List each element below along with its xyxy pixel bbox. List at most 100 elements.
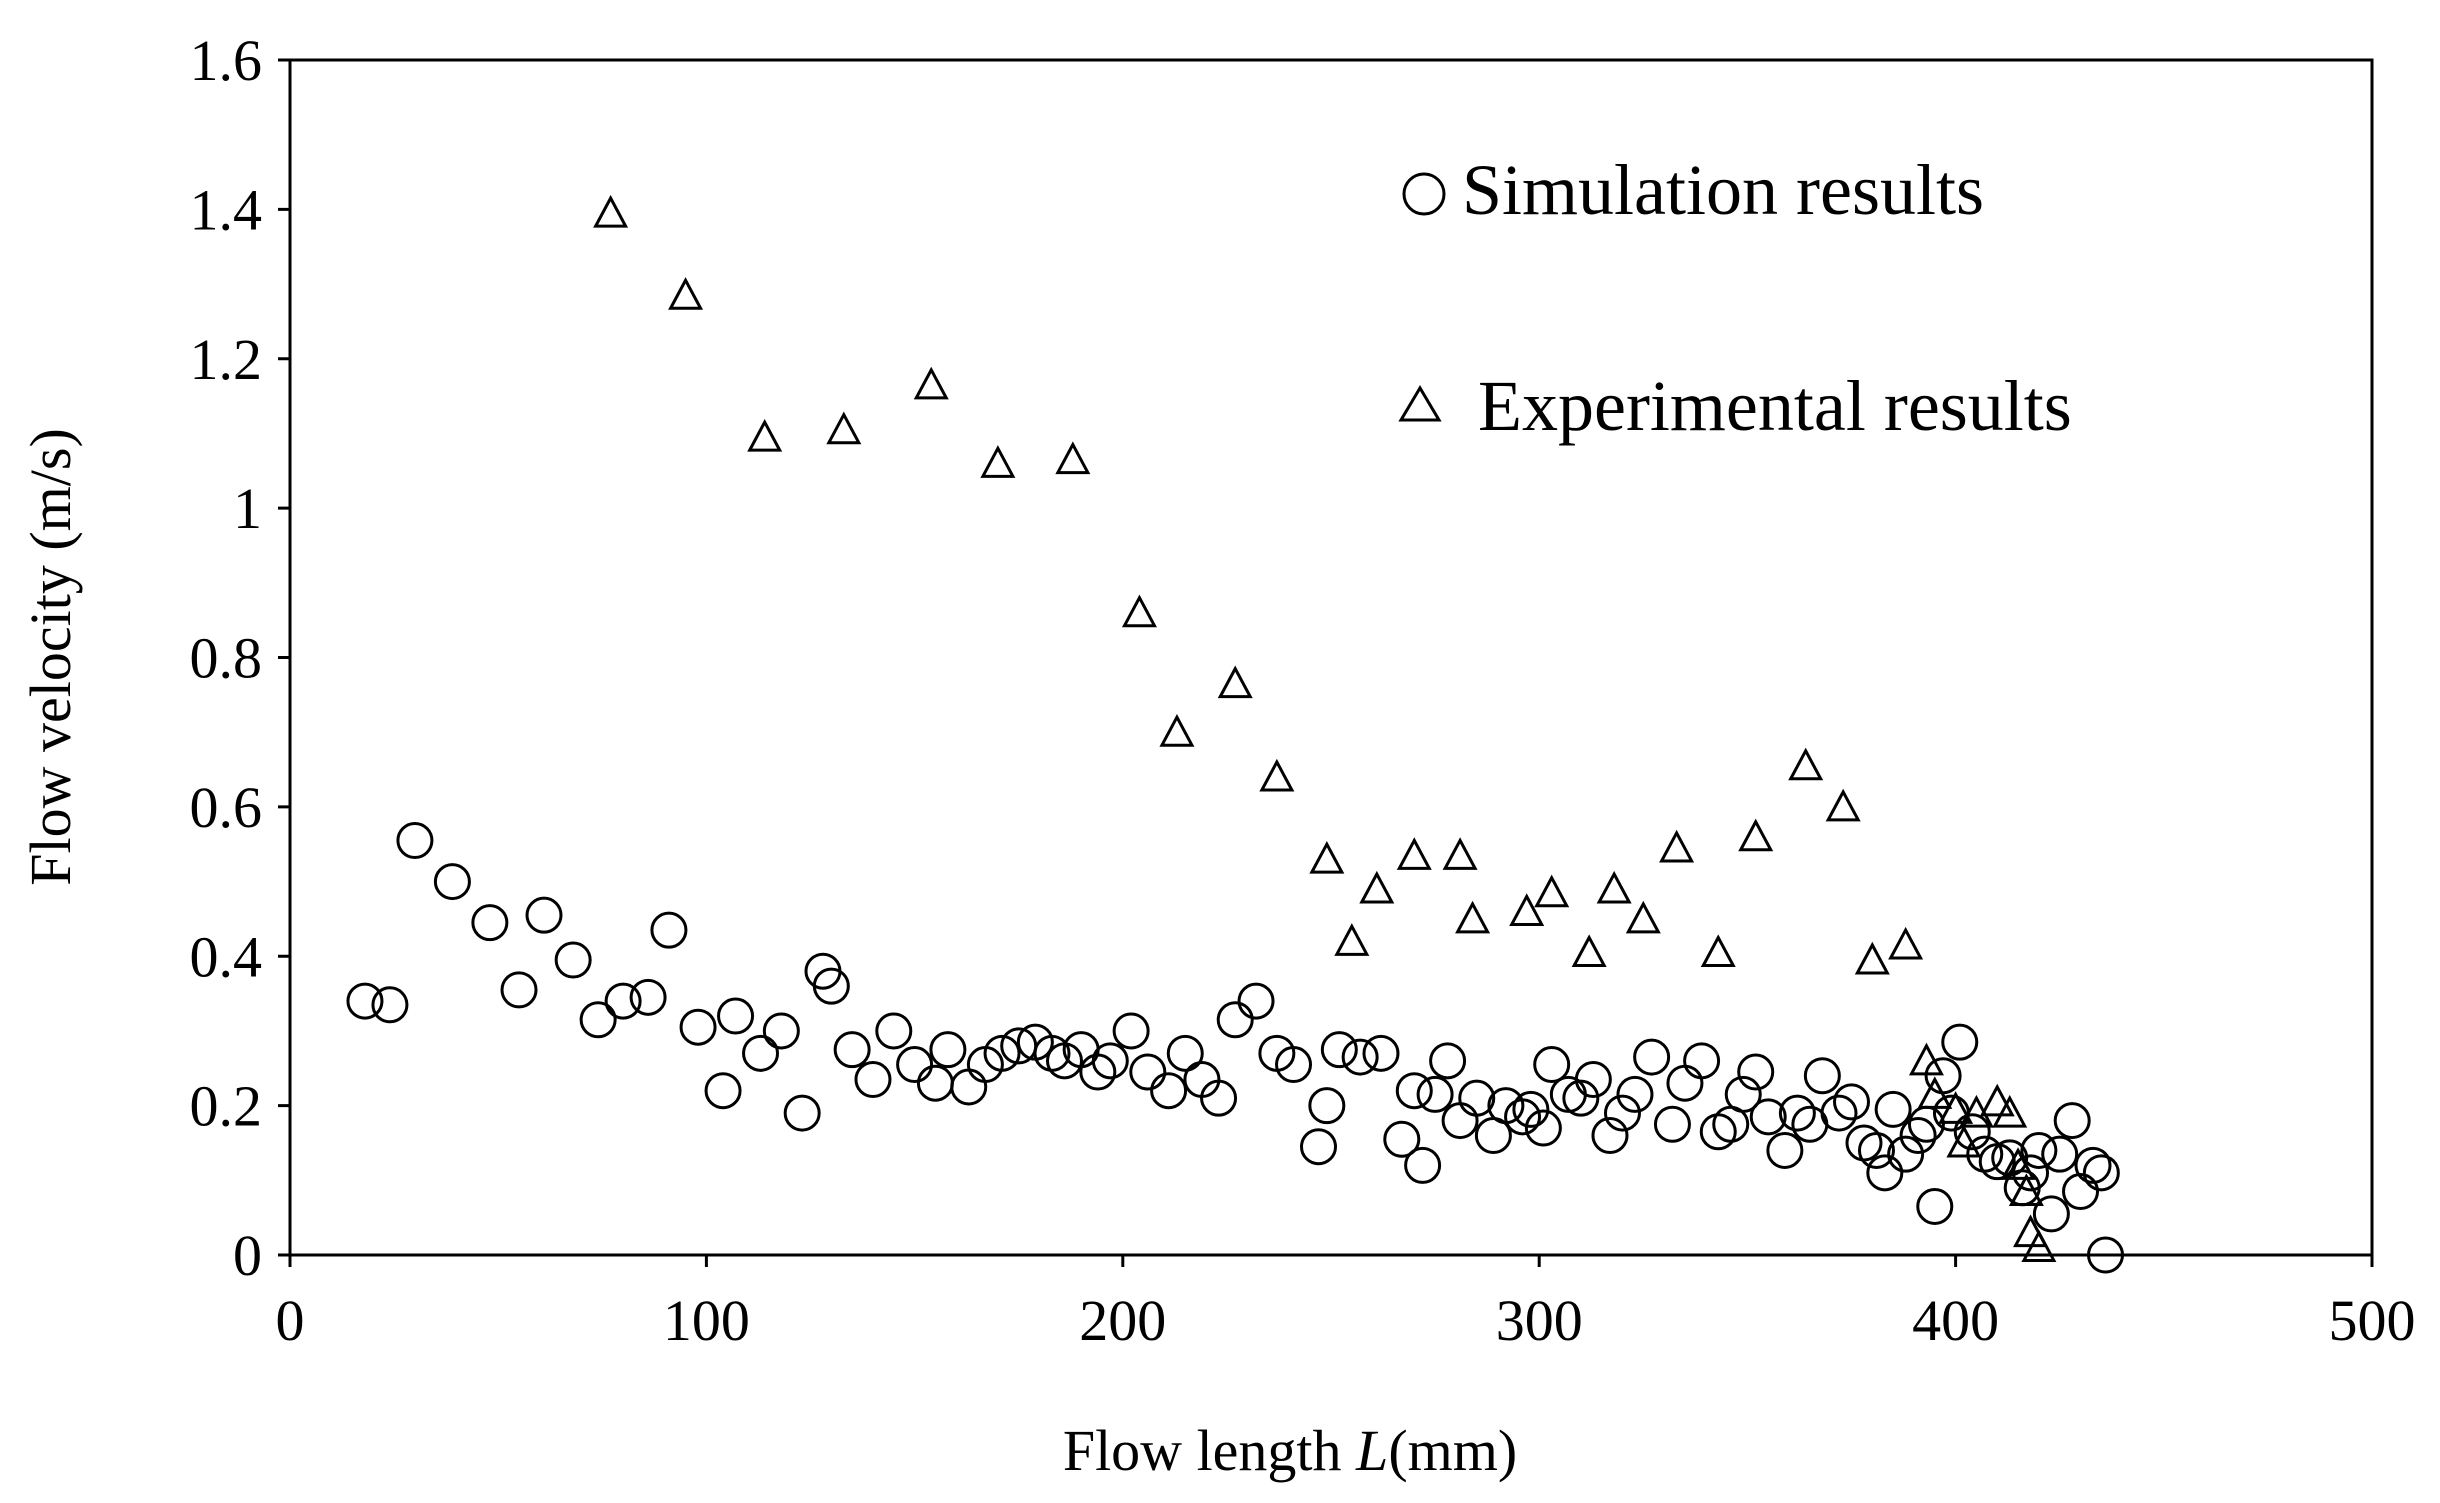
- y-axis-title: Flow velocity (m/s): [18, 428, 83, 886]
- experimental-point: [2013, 1214, 2049, 1248]
- simulation-point: [1833, 1083, 1870, 1121]
- simulation-point: [579, 1001, 617, 1039]
- simulation-point: [1874, 1090, 1912, 1128]
- x-tick-label: 500: [2329, 1288, 2416, 1353]
- simulation-point: [1458, 1079, 1496, 1117]
- experimental-point: [1159, 714, 1195, 747]
- simulation-point: [1574, 1060, 1612, 1098]
- experimental-point: [1825, 788, 1861, 822]
- simulation-point: [2020, 1131, 2058, 1169]
- experimental-point: [1509, 893, 1545, 926]
- simulation-point: [1899, 1117, 1937, 1154]
- simulation-point: [1845, 1124, 1883, 1162]
- experimental-point: [1625, 900, 1661, 934]
- simulation-point: [1512, 1090, 1550, 1128]
- experimental-point: [593, 194, 629, 228]
- simulation-point: [1633, 1038, 1671, 1076]
- simulation-point: [1737, 1053, 1775, 1091]
- y-tick-label: 0.8: [190, 626, 263, 691]
- simulation-point: [1916, 1187, 1954, 1225]
- simulation-point: [1803, 1057, 1841, 1095]
- experimental-point: [1888, 926, 1924, 960]
- simulation-point: [1362, 1034, 1400, 1072]
- simulation-point: [1953, 1113, 1991, 1151]
- experimental-point: [1309, 840, 1345, 874]
- experimental-point: [1659, 829, 1695, 863]
- simulation-point: [1091, 1042, 1129, 1080]
- simulation-point: [1591, 1117, 1629, 1154]
- simulation-point: [1699, 1113, 1737, 1151]
- simulation-point: [1383, 1120, 1421, 1158]
- experimental-point: [1908, 1042, 1944, 1076]
- experimental-point: [1788, 747, 1824, 781]
- x-tick-label: 0: [276, 1288, 305, 1353]
- simulation-point: [1308, 1087, 1346, 1125]
- simulation-point: [762, 1012, 800, 1050]
- simulation-point: [812, 967, 850, 1005]
- y-tick-label: 0.2: [190, 1074, 263, 1139]
- x-tick-label: 100: [663, 1288, 750, 1353]
- simulation-point: [629, 978, 667, 1016]
- simulation-point: [1079, 1053, 1117, 1091]
- experimental-point: [2000, 1147, 2036, 1180]
- simulation-point: [1887, 1135, 1925, 1173]
- y-tick-label: 1.2: [190, 327, 263, 392]
- experimental-point: [1455, 900, 1491, 934]
- simulation-point: [346, 982, 384, 1020]
- legend-triangle-marker: [1398, 385, 1442, 422]
- y-tick-label: 0: [233, 1223, 262, 1288]
- simulation-point: [679, 1008, 717, 1046]
- simulation-point: [1216, 1001, 1254, 1039]
- simulation-point: [929, 1031, 967, 1069]
- simulation-point: [983, 1034, 1021, 1072]
- y-tick-label: 0.4: [190, 924, 263, 989]
- simulation-point: [433, 863, 471, 901]
- simulation-point: [1562, 1079, 1600, 1117]
- experimental-point: [1917, 1076, 1953, 1109]
- simulation-point: [1275, 1046, 1313, 1084]
- y-tick-label: 0.6: [190, 775, 263, 840]
- simulation-point: [1778, 1094, 1816, 1132]
- simulation-point: [554, 941, 592, 979]
- simulation-point: [525, 896, 563, 934]
- legend-circle-marker: [1402, 172, 1446, 216]
- simulation-point: [1653, 1105, 1691, 1143]
- x-tick-label: 400: [1912, 1288, 1999, 1353]
- experimental-point: [1854, 941, 1890, 975]
- y-tick-label: 1.6: [190, 28, 263, 93]
- experimental-point: [1946, 1124, 1982, 1158]
- simulation-point: [1749, 1098, 1787, 1136]
- simulation-point: [1666, 1064, 1704, 1102]
- legend-label-simulation: Simulation results: [1462, 150, 1984, 230]
- experimental-point: [913, 366, 949, 400]
- x-tick-label: 200: [1079, 1288, 1166, 1353]
- simulation-point: [2041, 1135, 2079, 1173]
- experimental-point: [1442, 837, 1478, 870]
- simulation-point: [1941, 1023, 1979, 1061]
- simulation-point: [950, 1068, 988, 1106]
- simulation-point: [916, 1064, 954, 1102]
- simulation-point: [1603, 1094, 1641, 1132]
- experimental-point: [1259, 758, 1295, 792]
- simulation-point: [1766, 1131, 1804, 1169]
- simulation-point: [1820, 1094, 1858, 1132]
- y-tick-label: 1.4: [190, 177, 263, 242]
- simulation-point: [1237, 982, 1275, 1020]
- simulation-point: [717, 997, 755, 1035]
- simulation-point: [371, 986, 409, 1024]
- series-simulation-results: [346, 821, 2125, 1274]
- series-experimental-results: [593, 194, 2057, 1263]
- experimental-point: [1055, 441, 1091, 475]
- simulation-point: [471, 904, 509, 942]
- y-axis: 0 0.2 0.4 0.6 0.8 1 1.2 1.4 1.6: [190, 28, 290, 1288]
- x-axis: 0 100 200 300 400 500: [276, 1255, 2416, 1353]
- experimental-point: [1992, 1094, 2028, 1128]
- simulation-point: [1129, 1053, 1167, 1091]
- simulation-point: [1150, 1072, 1188, 1110]
- simulation-point: [2062, 1173, 2100, 1211]
- experimental-point: [1938, 1091, 1974, 1124]
- simulation-point: [1524, 1109, 1562, 1147]
- simulation-point: [1341, 1038, 1379, 1076]
- experimental-point: [1396, 837, 1432, 870]
